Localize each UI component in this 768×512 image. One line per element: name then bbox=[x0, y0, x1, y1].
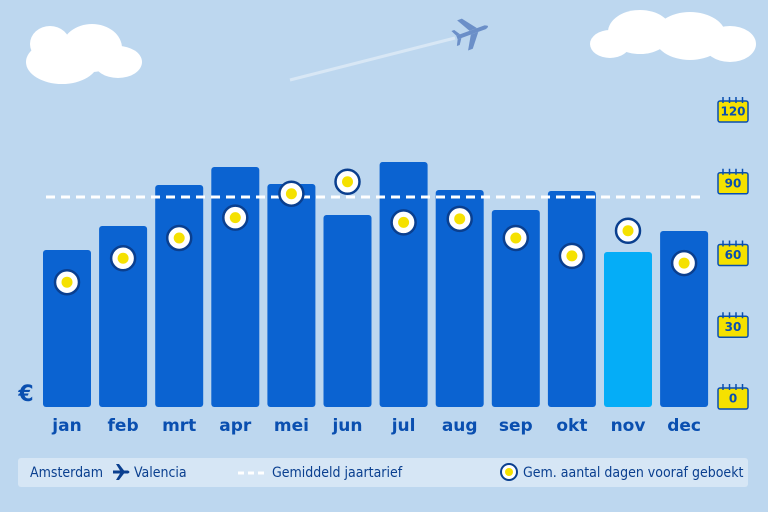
dot-center bbox=[622, 225, 634, 237]
bar bbox=[604, 252, 652, 407]
booking-dot bbox=[165, 224, 193, 252]
bar bbox=[43, 250, 91, 407]
booking-dot bbox=[278, 180, 305, 207]
dot-center bbox=[229, 212, 241, 224]
legend-dot-swatch bbox=[500, 463, 518, 481]
legend-route-to: Valencia bbox=[134, 465, 187, 481]
x-tick-label: jun bbox=[331, 416, 362, 436]
x-tick-label: sep bbox=[499, 416, 533, 436]
cloud bbox=[590, 10, 756, 62]
dot-center bbox=[342, 176, 353, 188]
bar bbox=[99, 226, 148, 407]
dot-center bbox=[510, 232, 522, 244]
dot-center bbox=[454, 213, 466, 225]
x-tick-label: apr bbox=[219, 416, 252, 436]
x-tick-label: feb bbox=[108, 416, 139, 436]
booking-dot bbox=[614, 217, 642, 245]
x-tick-label: jul bbox=[391, 416, 416, 436]
bar bbox=[660, 231, 709, 407]
y2-tick-icon bbox=[717, 243, 749, 267]
booking-dot bbox=[222, 204, 249, 231]
legend-dots: Gem. aantal dagen vooraf geboekt bbox=[523, 465, 743, 481]
x-tick-label: aug bbox=[442, 416, 478, 436]
booking-dot bbox=[670, 249, 698, 277]
booking-dot bbox=[446, 205, 473, 233]
bar bbox=[211, 167, 260, 407]
booking-dot bbox=[334, 168, 361, 195]
bar bbox=[379, 162, 428, 407]
y2-tick-icon bbox=[717, 172, 749, 195]
booking-dot bbox=[502, 224, 530, 252]
y2-tick-icon bbox=[717, 387, 749, 410]
plane-trail bbox=[289, 36, 456, 82]
legend-plane-icon bbox=[113, 464, 130, 480]
x-tick-label: nov bbox=[611, 416, 646, 436]
x-tick-label: jan bbox=[51, 416, 81, 436]
x-tick-label: dec bbox=[667, 416, 701, 436]
y2-tick-label: 30 bbox=[725, 320, 742, 334]
y2-tick-label: 120 bbox=[720, 105, 745, 119]
plot: jan feb mrt apr mei jun jul aug sep okt nov dec 0 30 6… bbox=[43, 97, 749, 436]
x-tick-label: okt bbox=[556, 416, 587, 436]
dot-center bbox=[285, 188, 297, 200]
y2-tick-icon bbox=[717, 315, 749, 338]
cloud bbox=[26, 24, 142, 84]
legend-route-from: Amsterdam bbox=[30, 465, 103, 481]
y-axis-label: € bbox=[17, 382, 33, 407]
booking-dot bbox=[109, 245, 137, 272]
legend-average: Gemiddeld jaartarief bbox=[272, 465, 403, 481]
x-tick-label: mrt bbox=[162, 416, 196, 436]
plane-icon bbox=[451, 18, 488, 51]
y2-tick-label: 0 bbox=[729, 392, 737, 406]
dot-center bbox=[117, 252, 129, 264]
y2-tick-icon bbox=[717, 100, 749, 123]
bar bbox=[491, 210, 540, 407]
legend-box bbox=[18, 458, 748, 487]
y2-tick-label: 90 bbox=[725, 176, 742, 190]
booking-dot bbox=[390, 209, 417, 236]
dot-center bbox=[61, 276, 73, 288]
dot-center bbox=[678, 257, 690, 269]
dot-center bbox=[173, 232, 185, 244]
x-tick-label: mei bbox=[274, 416, 309, 436]
bar bbox=[155, 185, 204, 407]
bar bbox=[435, 190, 484, 407]
y2-tick-label: 60 bbox=[725, 248, 742, 262]
bar bbox=[267, 184, 316, 407]
dot-center bbox=[566, 250, 578, 262]
bar bbox=[323, 215, 372, 407]
bar bbox=[547, 191, 596, 407]
dot-center bbox=[398, 216, 410, 228]
booking-dot bbox=[558, 242, 586, 270]
booking-dot bbox=[53, 268, 81, 296]
